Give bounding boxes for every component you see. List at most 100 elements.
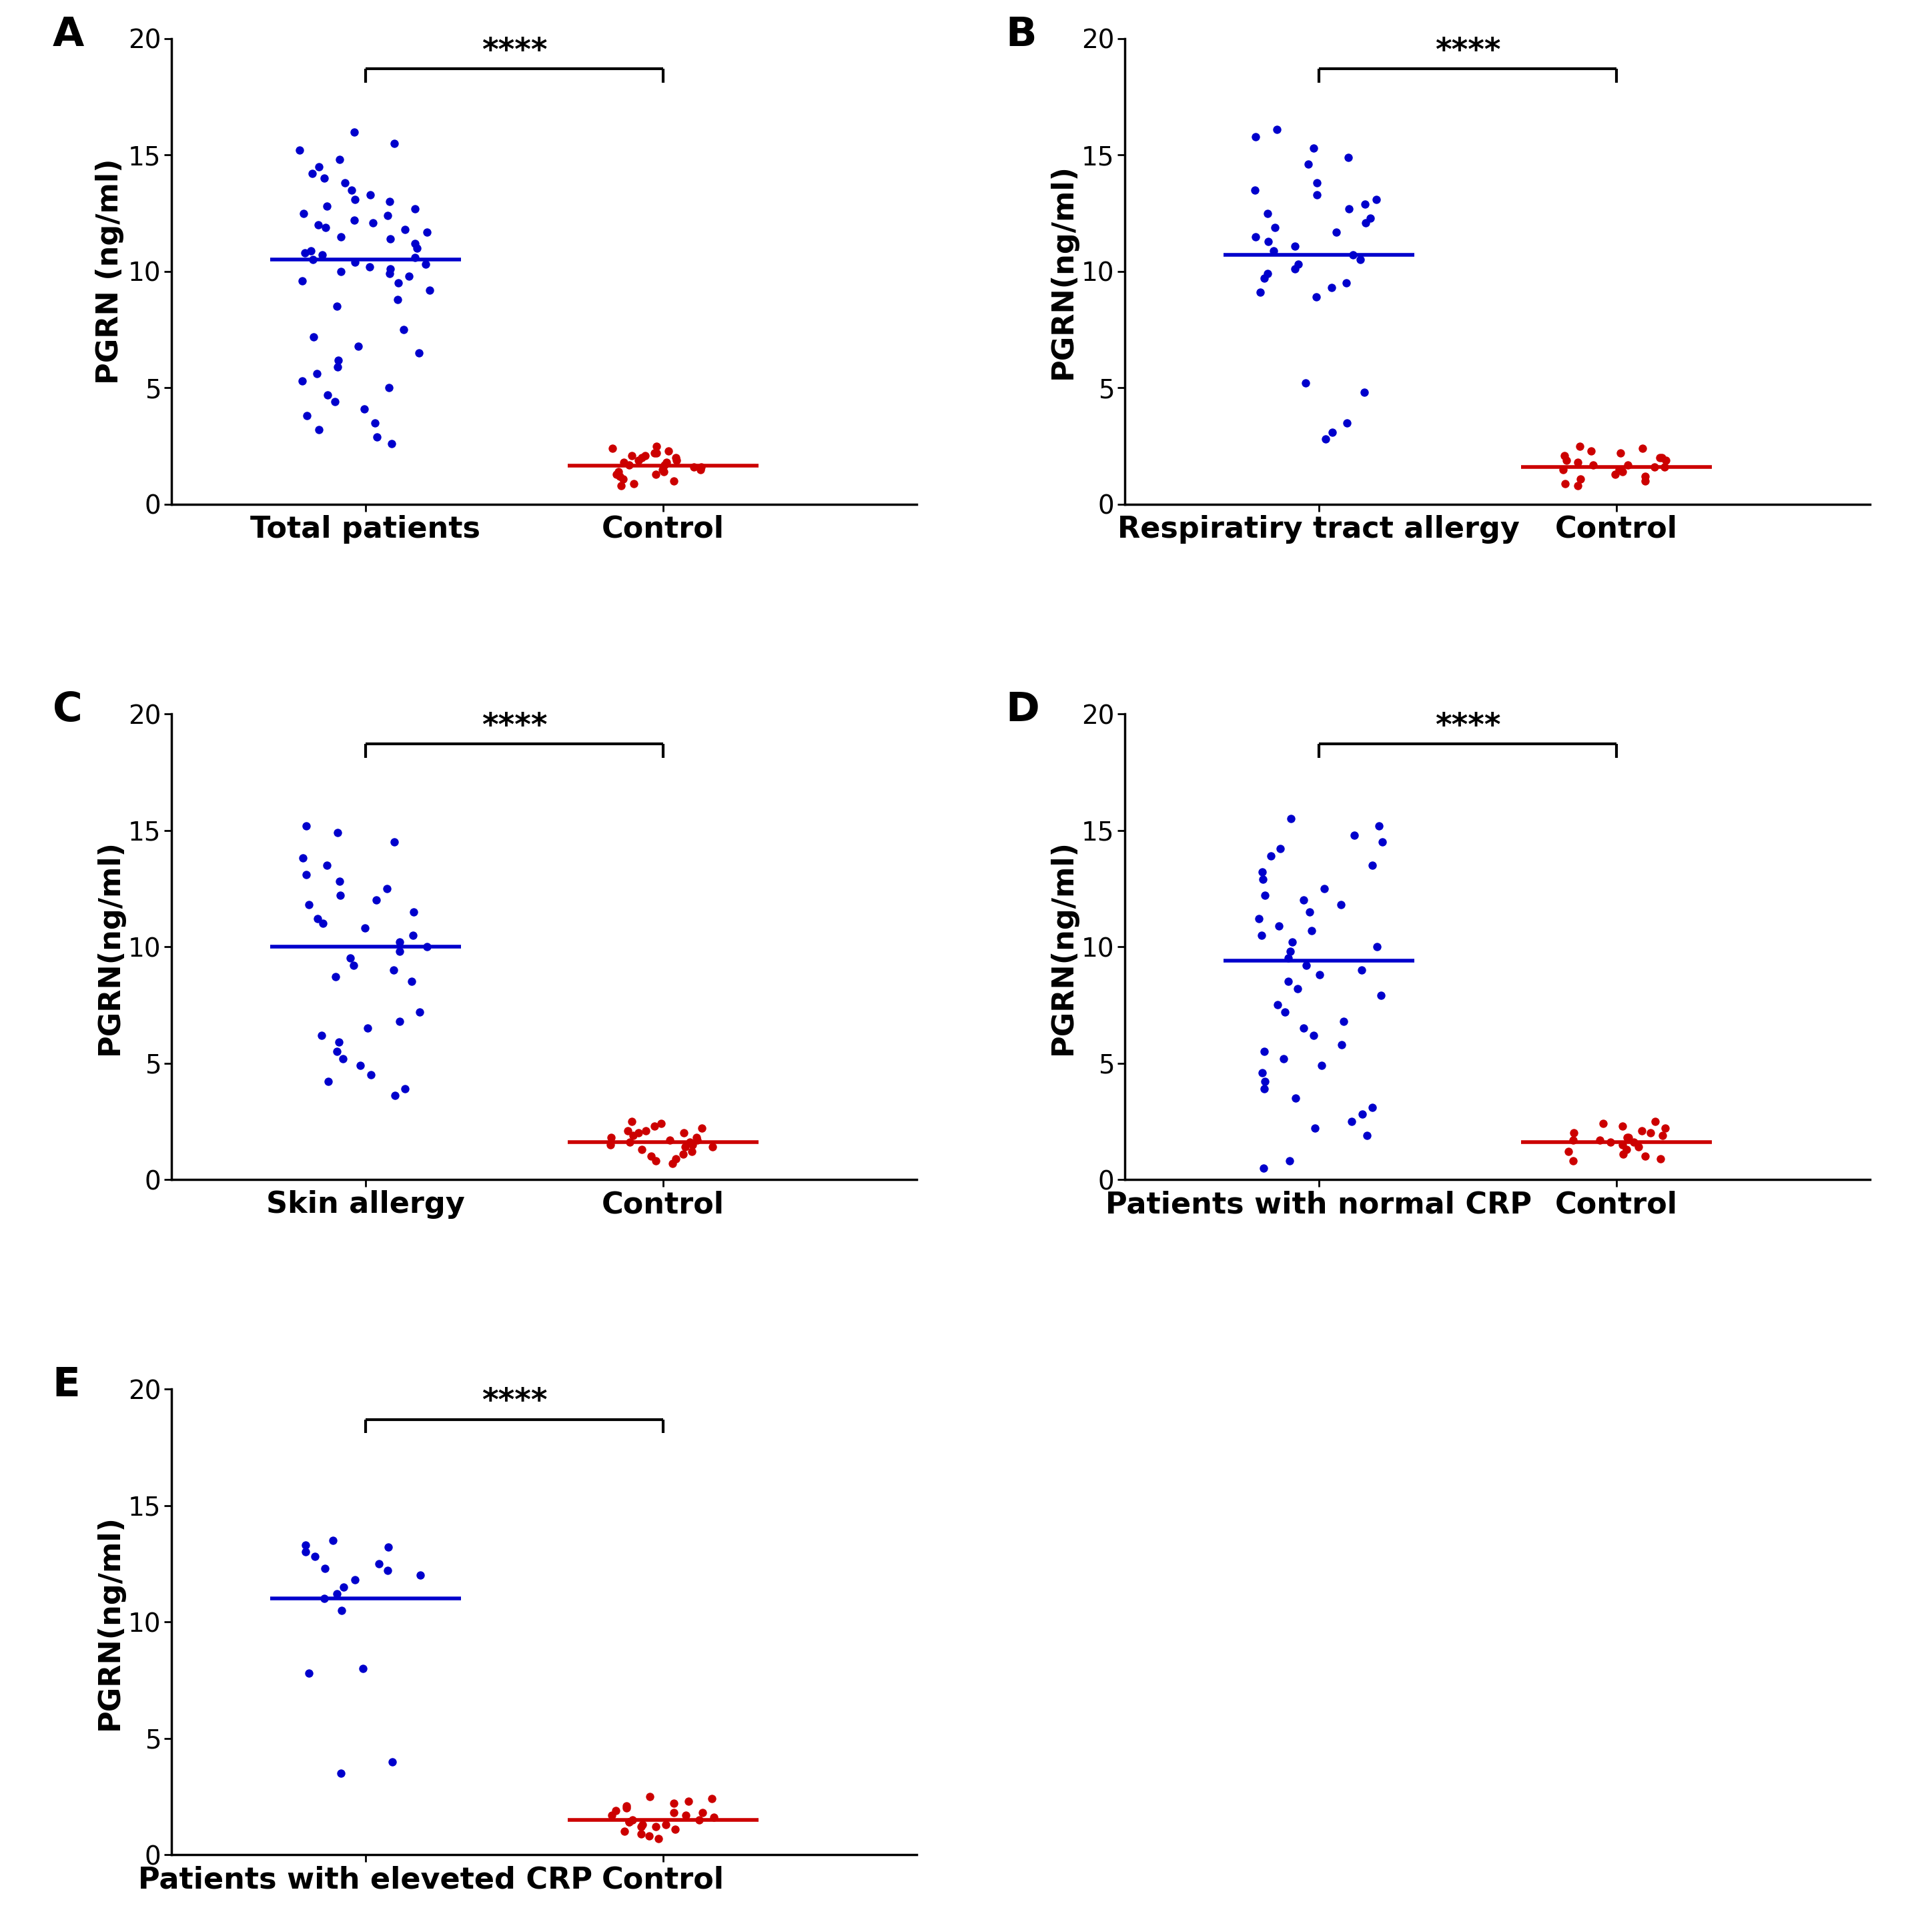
Point	[1645, 442, 1675, 473]
Point	[330, 168, 361, 199]
Y-axis label: PGRN(ng/ml): PGRN(ng/ml)	[95, 1515, 124, 1729]
Point	[1248, 1057, 1278, 1088]
Point	[651, 446, 681, 477]
Point	[359, 207, 389, 238]
Point	[635, 1140, 666, 1171]
Point	[380, 128, 410, 158]
Point	[1565, 464, 1595, 495]
Point	[611, 1791, 641, 1822]
Point	[355, 180, 385, 211]
Point	[1317, 417, 1347, 448]
Point	[311, 213, 342, 243]
Point	[626, 442, 656, 473]
Point	[374, 1532, 404, 1563]
Point	[641, 431, 672, 462]
Point	[605, 462, 635, 493]
Point	[380, 1080, 410, 1111]
Point	[1624, 1132, 1654, 1163]
Point	[357, 1059, 387, 1090]
Point	[614, 1806, 645, 1837]
Point	[1618, 1126, 1649, 1157]
Point	[1549, 440, 1580, 471]
Point	[616, 1105, 647, 1136]
Point	[1357, 850, 1387, 881]
Point	[384, 935, 414, 966]
Point	[618, 468, 649, 498]
Point	[647, 454, 677, 485]
Point	[651, 1808, 681, 1839]
Point	[1351, 207, 1381, 238]
Point	[1578, 450, 1608, 481]
Point	[1563, 446, 1593, 477]
Point	[1301, 282, 1332, 313]
Point	[611, 1793, 641, 1824]
Point	[340, 116, 370, 147]
Y-axis label: PGRN(ng/ml): PGRN(ng/ml)	[1049, 838, 1078, 1055]
Point	[641, 439, 672, 469]
Point	[317, 1524, 347, 1555]
Point	[1586, 1124, 1616, 1155]
Point	[1252, 259, 1282, 290]
Point	[290, 238, 321, 269]
Point	[355, 251, 385, 282]
Point	[296, 158, 326, 189]
Point	[597, 433, 628, 464]
Point	[1612, 1122, 1643, 1153]
Point	[1357, 1092, 1387, 1122]
Point	[1261, 114, 1292, 145]
Point	[326, 257, 357, 288]
Point	[1282, 974, 1313, 1005]
Point	[387, 315, 418, 346]
Point	[1246, 920, 1276, 951]
Point	[1299, 1113, 1330, 1144]
Point	[698, 1803, 729, 1833]
Point	[363, 421, 393, 452]
Point	[372, 201, 403, 232]
Point	[303, 413, 334, 444]
Point	[374, 259, 404, 290]
Point	[313, 379, 343, 410]
Point	[1347, 1099, 1378, 1130]
Point	[307, 240, 338, 270]
Point	[1612, 1122, 1643, 1153]
Point	[347, 1654, 378, 1685]
Point	[1282, 249, 1313, 280]
Point	[616, 1804, 647, 1835]
Point	[641, 1812, 672, 1843]
Point	[1269, 1043, 1299, 1074]
Point	[290, 1536, 321, 1567]
Point	[1557, 1124, 1587, 1155]
Point	[374, 185, 404, 216]
Point	[321, 962, 351, 993]
Point	[674, 1126, 704, 1157]
Point	[307, 908, 338, 939]
Point	[384, 284, 414, 315]
Point	[1587, 1109, 1618, 1140]
Point	[1317, 272, 1347, 303]
Point	[1248, 1151, 1278, 1182]
Point	[635, 1781, 666, 1812]
Point	[1639, 452, 1670, 483]
Point	[399, 228, 429, 259]
Point	[376, 224, 406, 255]
Text: ****: ****	[1435, 37, 1500, 66]
Text: ****: ****	[1435, 711, 1500, 742]
Point	[343, 330, 374, 361]
Point	[324, 1026, 355, 1057]
Point	[1320, 216, 1351, 247]
Point	[311, 191, 342, 222]
Text: E: E	[53, 1366, 80, 1405]
Point	[1240, 220, 1271, 251]
Point	[670, 1801, 700, 1832]
Point	[1607, 1111, 1637, 1142]
Point	[292, 400, 322, 431]
Point	[639, 439, 670, 469]
Point	[1607, 1128, 1637, 1159]
Point	[1349, 189, 1379, 220]
Text: A: A	[53, 15, 84, 54]
Point	[1647, 442, 1677, 473]
Point	[633, 1820, 664, 1851]
Point	[376, 429, 406, 460]
Point	[1280, 1082, 1311, 1113]
Point	[641, 458, 672, 489]
